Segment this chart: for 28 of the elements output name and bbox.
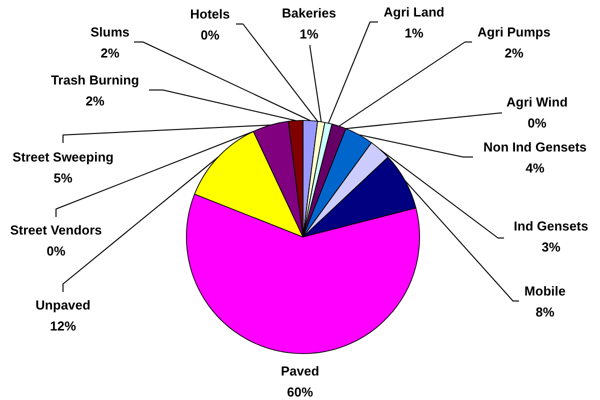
category-label: Hotels [190,6,230,22]
data-label: 2% [504,46,524,61]
slice-label: Slums [90,24,130,40]
data-label: 2% [86,94,105,109]
data-label: 4% [526,160,545,176]
slice-label: Agri Pumps [478,24,550,40]
text: 0% [46,244,66,259]
data-label: 2% [100,46,120,61]
text: 0% [200,28,220,43]
category-label: Agri Wind [506,94,568,110]
slice-label: Mobile [524,284,566,299]
text: 0% [528,116,546,131]
slice-label: Paved [280,364,320,379]
data-label: 3% [542,240,561,255]
slice-label: Non Ind Gensets [483,140,587,155]
data-label: 5% [54,170,73,186]
data-label: 60% [286,384,314,400]
category-label: Street Vendors [10,222,102,238]
slice-label: Bakeries [282,6,336,21]
data-label: 8% [536,304,555,320]
slice-label: Unpaved [36,298,91,313]
slice-label: Trash Burning [50,72,140,88]
data-label: 1% [404,26,424,41]
slice-label: Ind Gensets [514,218,588,234]
data-label: 12% [50,318,76,334]
slice-label: Agri Land [384,4,444,20]
data-label: 1% [300,26,319,42]
slice-label: Street Sweeping [12,150,114,165]
